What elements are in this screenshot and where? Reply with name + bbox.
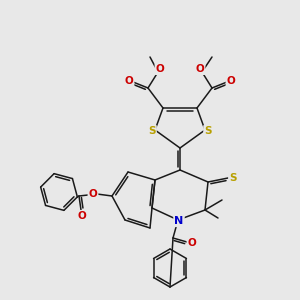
Text: S: S [204, 126, 212, 136]
Text: O: O [78, 211, 86, 221]
Text: O: O [88, 189, 98, 199]
Text: S: S [148, 126, 156, 136]
Text: O: O [226, 76, 236, 86]
Text: S: S [229, 173, 237, 183]
Text: O: O [124, 76, 134, 86]
Text: O: O [156, 64, 164, 74]
Text: O: O [196, 64, 204, 74]
Text: N: N [174, 216, 184, 226]
Text: O: O [188, 238, 196, 248]
